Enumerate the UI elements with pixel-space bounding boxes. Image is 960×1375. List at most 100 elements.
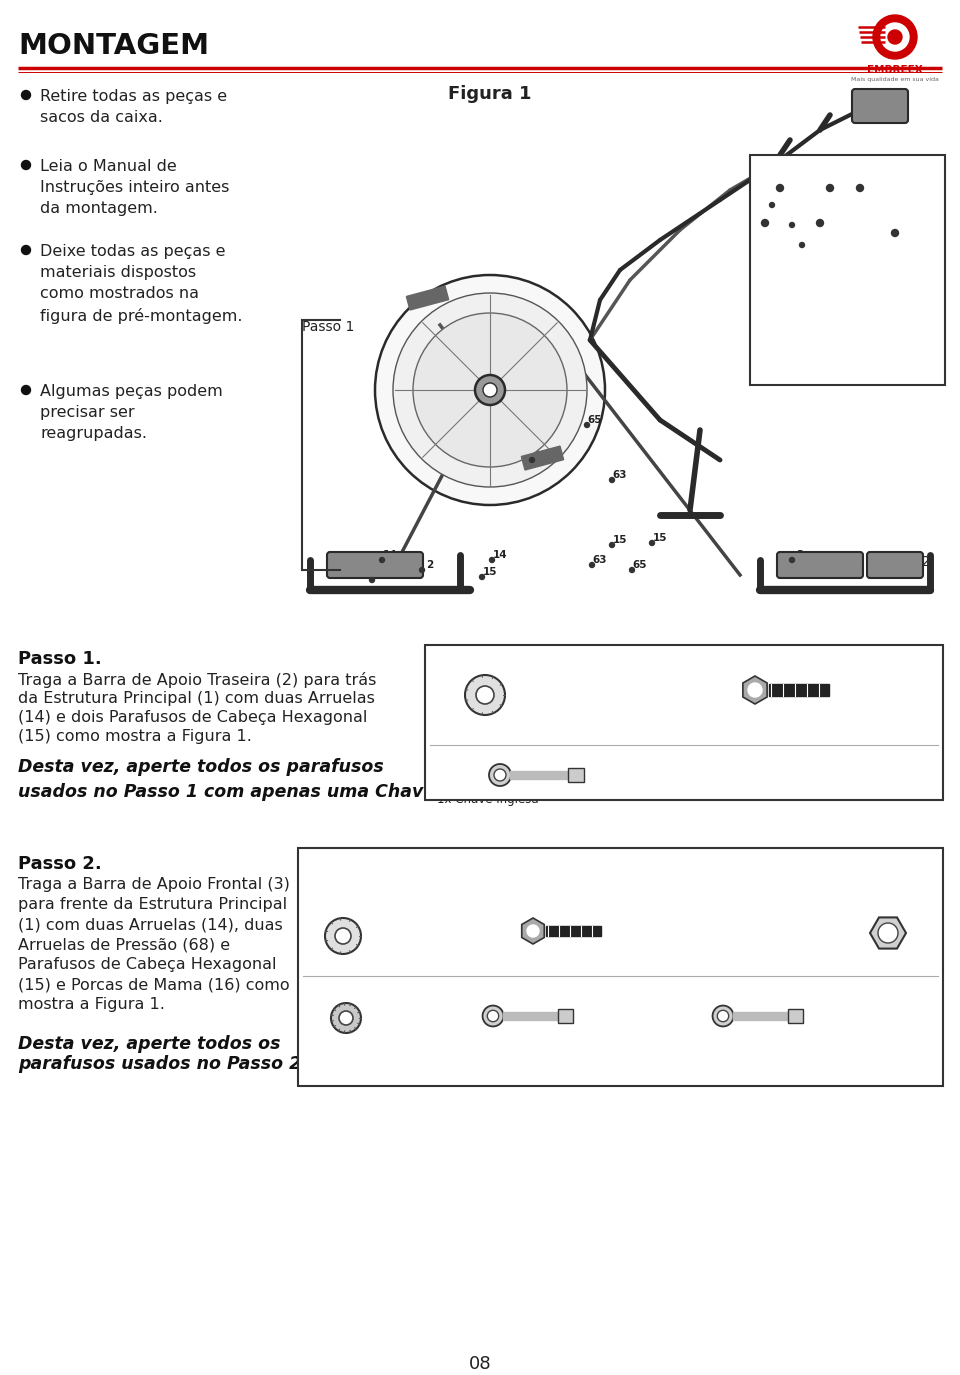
Text: 2x Parafusos de: 2x Parafusos de: [685, 714, 779, 726]
Circle shape: [527, 925, 539, 936]
Circle shape: [717, 1011, 729, 1022]
Circle shape: [650, 540, 655, 546]
Text: Passo 1: Passo 1: [302, 320, 354, 334]
Circle shape: [483, 384, 497, 397]
Circle shape: [761, 220, 769, 227]
Text: 63: 63: [592, 556, 608, 565]
FancyBboxPatch shape: [777, 551, 863, 578]
Circle shape: [379, 557, 385, 562]
Circle shape: [413, 314, 567, 468]
Text: 14: 14: [803, 235, 817, 245]
Text: Passo 2: Passo 2: [877, 556, 930, 569]
Text: 68: 68: [832, 175, 848, 186]
Circle shape: [888, 30, 902, 44]
Circle shape: [339, 1011, 353, 1024]
Text: (1) com duas Arruelas (14), duas: (1) com duas Arruelas (14), duas: [18, 917, 283, 932]
Text: 68: 68: [793, 214, 807, 226]
Text: (14) e dois Parafusos de Cabeça Hexagonal: (14) e dois Parafusos de Cabeça Hexagona…: [18, 710, 368, 725]
Text: Desta vez, aperte todos os: Desta vez, aperte todos os: [18, 1035, 280, 1053]
Text: Traga a Barra de Apoio Traseira (2) para trás: Traga a Barra de Apoio Traseira (2) para…: [18, 672, 376, 688]
Text: Desta vez, aperte todos os parafusos
usados no Passo 1 com apenas uma Chave Ingl: Desta vez, aperte todos os parafusos usa…: [18, 758, 565, 802]
Text: 2x Arruelas de: 2x Arruelas de: [310, 1041, 396, 1055]
Text: 2x Arruelas: 2x Arruelas: [437, 727, 505, 740]
Text: #15: #15: [453, 903, 479, 916]
Text: #15: #15: [670, 659, 696, 672]
Circle shape: [748, 683, 762, 697]
Text: Leia o Manual de
Instruções inteiro antes
da montagem.: Leia o Manual de Instruções inteiro ante…: [40, 160, 229, 216]
Text: Parafusos de Cabeça Hexagonal: Parafusos de Cabeça Hexagonal: [18, 957, 276, 972]
FancyBboxPatch shape: [327, 551, 423, 578]
Circle shape: [21, 246, 31, 254]
Bar: [769, 683, 829, 696]
Text: 16: 16: [773, 195, 787, 205]
Circle shape: [856, 184, 863, 191]
Text: 3: 3: [797, 550, 804, 560]
Circle shape: [325, 918, 361, 954]
Circle shape: [483, 1005, 503, 1027]
Text: EMBREEX: EMBREEX: [867, 65, 923, 76]
Text: Deixe todas as peças e
materiais dispostos
como mostrados na
figura de pré-monta: Deixe todas as peças e materiais dispost…: [40, 243, 243, 323]
Circle shape: [476, 686, 494, 704]
Bar: [732, 1012, 789, 1020]
Circle shape: [393, 293, 587, 487]
Text: Retire todas as peças e
sacos da caixa.: Retire todas as peças e sacos da caixa.: [40, 89, 228, 125]
Circle shape: [777, 184, 783, 191]
Text: 65: 65: [633, 560, 647, 571]
Circle shape: [488, 1011, 498, 1022]
Circle shape: [375, 275, 605, 505]
Circle shape: [800, 242, 804, 248]
Text: 16: 16: [782, 175, 797, 186]
Circle shape: [892, 230, 899, 236]
Text: 15: 15: [653, 534, 667, 543]
Bar: [406, 286, 448, 309]
Circle shape: [789, 557, 795, 562]
Text: 14: 14: [383, 550, 397, 560]
Text: Cabeça hexagona: Cabeça hexagona: [600, 880, 706, 892]
Circle shape: [881, 23, 909, 51]
Text: Cabeça hexagonal: Cabeça hexagonal: [685, 729, 794, 742]
Circle shape: [585, 422, 589, 428]
Circle shape: [21, 161, 31, 169]
Circle shape: [494, 769, 506, 781]
Bar: [787, 1009, 803, 1023]
Text: Passo 3: Passo 3: [857, 175, 910, 188]
Bar: [558, 1009, 573, 1023]
Text: #68: #68: [310, 986, 336, 1000]
Text: 2: 2: [426, 560, 434, 571]
Circle shape: [770, 202, 775, 208]
Bar: [568, 769, 584, 782]
Text: (15) e Porcas de Mama (16) como: (15) e Porcas de Mama (16) como: [18, 978, 290, 991]
Text: 1x Chave Inglesa: 1x Chave Inglesa: [437, 793, 539, 806]
Text: 14: 14: [492, 550, 507, 560]
Text: #14: #14: [437, 659, 463, 672]
Text: (15) como mostra a Figura 1.: (15) como mostra a Figura 1.: [18, 729, 252, 744]
Text: Figura 1: Figura 1: [448, 85, 532, 103]
Text: 08: 08: [468, 1354, 492, 1374]
Text: parafusos usados no Passo 2 com as duas Chaves Inglesas (66) e (67).: parafusos usados no Passo 2 com as duas …: [18, 1055, 709, 1072]
Bar: [546, 925, 601, 936]
Circle shape: [610, 477, 614, 483]
Text: #66: #66: [458, 986, 484, 1000]
Text: 4: 4: [922, 290, 928, 300]
Bar: [750, 155, 945, 385]
Circle shape: [21, 91, 31, 99]
Text: MONTAGEM: MONTAGEM: [18, 32, 209, 60]
Circle shape: [873, 15, 917, 59]
Circle shape: [610, 543, 614, 547]
Text: 2x Porcas de Mama: 2x Porcas de Mama: [788, 960, 902, 973]
Circle shape: [475, 375, 505, 406]
Circle shape: [21, 385, 31, 395]
Text: #16: #16: [773, 903, 799, 916]
Text: Passo 2.: Passo 2.: [18, 855, 102, 873]
Circle shape: [630, 568, 635, 572]
Text: Traga a Barra de Apoio Frontal (3): Traga a Barra de Apoio Frontal (3): [18, 877, 290, 892]
FancyBboxPatch shape: [852, 89, 908, 122]
Text: 16: 16: [863, 175, 877, 186]
Text: 68: 68: [768, 210, 782, 220]
Text: #14: #14: [310, 903, 336, 916]
Text: 2x Arruelas: 2x Arruelas: [310, 960, 377, 973]
Bar: [298, 848, 943, 1086]
Circle shape: [530, 458, 535, 462]
Text: Arruelas de Pressão (68) e: Arruelas de Pressão (68) e: [18, 936, 230, 952]
FancyBboxPatch shape: [867, 551, 923, 578]
